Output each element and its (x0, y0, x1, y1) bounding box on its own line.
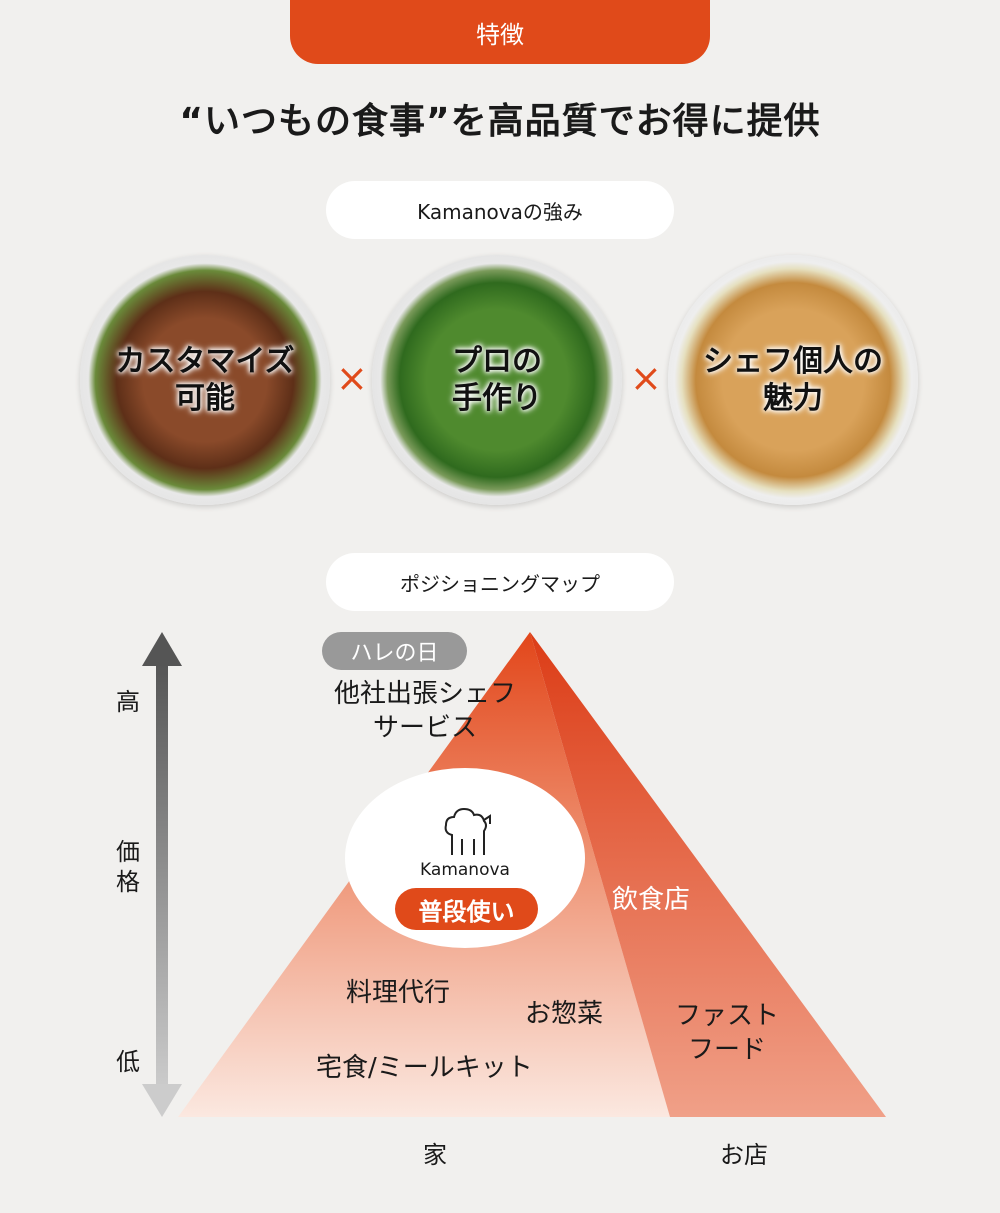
price-low-label: 低 (116, 1048, 140, 1076)
strength-line: 魅力 (763, 381, 823, 416)
deli-label: お惣菜 (525, 999, 604, 1029)
store-label: お店 (720, 1141, 768, 1169)
cooking-agency-label: 料理代行 (346, 978, 451, 1008)
positioning-heading: ポジショニングマップ (326, 553, 674, 611)
strength-chef-appeal: シェフ個人の 魅力 (668, 255, 918, 505)
arrow-down-icon (142, 1084, 182, 1117)
price-high-label: 高 (116, 688, 140, 716)
strength-handmade: プロの 手作り (372, 255, 622, 505)
times-icon: × (630, 356, 662, 400)
everyday-badge: 普段使い (395, 888, 538, 930)
meal-kit-label: 宅食/ミールキット (316, 1053, 533, 1083)
home-label: 家 (423, 1141, 447, 1169)
price-label-1: 価 (116, 838, 140, 866)
fastfood-line: フード (687, 1034, 766, 1065)
strength-line: シェフ個人の (703, 343, 883, 379)
price-axis-shaft (156, 662, 168, 1090)
strength-line: カスタマイズ (115, 343, 295, 379)
hare-badge: ハレの日 (322, 632, 467, 670)
brand-name: Kamanova (420, 860, 510, 880)
times-icon: × (336, 356, 368, 400)
page-title: “いつもの食事”を高品質でお得に提供 (179, 101, 821, 142)
strength-line: 可能 (174, 381, 235, 416)
arrow-up-icon (142, 632, 182, 666)
strengths-heading: Kamanovaの強み (326, 181, 674, 239)
pyramid-right-face (530, 632, 886, 1117)
camel-logo-icon (444, 807, 491, 855)
strength-customizable: カスタマイズ 可能 (80, 255, 330, 505)
price-label-2: 格 (116, 868, 140, 896)
strength-line: プロの (452, 343, 542, 379)
fastfood-label: ファスト フード (672, 1000, 782, 1068)
restaurant-label: 飲食店 (612, 885, 691, 915)
fastfood-line: ファスト (674, 1001, 779, 1031)
competitor-line: サービス (372, 712, 477, 743)
competitor-line: 他社出張シェフ (333, 679, 516, 709)
feature-tag: 特徴 (290, 0, 710, 64)
competitor-label: 他社出張シェフ サービス (300, 678, 550, 746)
strength-line: 手作り (452, 381, 542, 416)
